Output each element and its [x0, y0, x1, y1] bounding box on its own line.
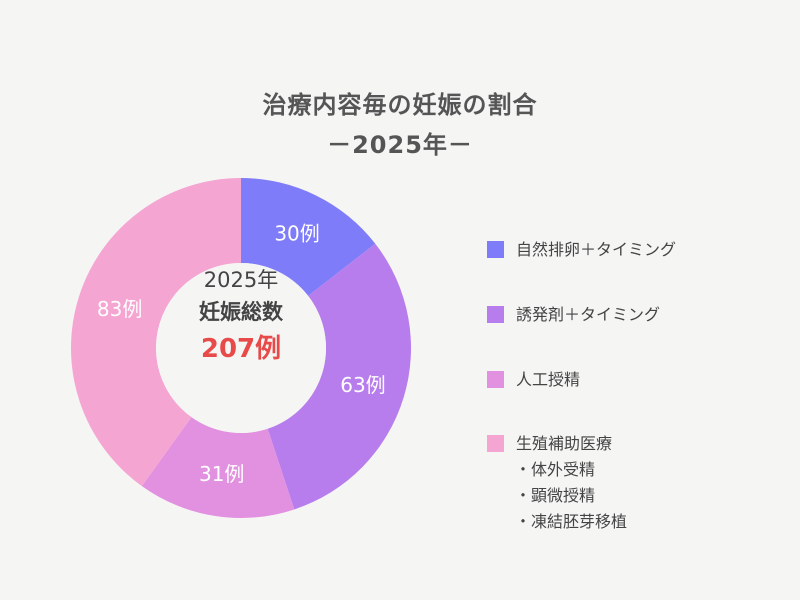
- legend-swatch: [487, 306, 504, 323]
- slice-value-label: 31例: [199, 462, 244, 486]
- donut-slice: [241, 178, 376, 296]
- legend-swatch: [487, 371, 504, 388]
- center-label: 妊娠総数: [199, 300, 283, 324]
- slice-value-label: 30例: [274, 221, 319, 245]
- donut-slice: [267, 243, 411, 510]
- legend-label: 人工授精: [516, 370, 581, 389]
- legend-label: 生殖補助医療: [516, 434, 613, 453]
- legend-swatch: [487, 241, 504, 258]
- legend-swatch: [487, 435, 504, 452]
- legend-sub-item: ・顕微授精: [515, 486, 596, 505]
- chart-title: 治療内容毎の妊娠の割合: [262, 91, 538, 119]
- donut-slice: [141, 417, 295, 518]
- donut-center: 2025年 妊娠総数 207例: [155, 265, 327, 369]
- legend-sub-item: ・凍結胚芽移植: [515, 512, 628, 531]
- donut-slice: [71, 178, 242, 487]
- donut-hole: [156, 263, 326, 433]
- center-year: 2025年: [203, 268, 279, 292]
- slice-value-label: 83例: [97, 297, 142, 321]
- legend-label: 誘発剤＋タイミング: [516, 305, 661, 324]
- legend-sub-item: ・体外受精: [515, 460, 596, 479]
- chart-subtitle: －2025年－: [327, 131, 473, 159]
- slice-value-label: 63例: [340, 373, 385, 397]
- legend-label: 自然排卵＋タイミング: [516, 240, 677, 259]
- center-total: 207例: [200, 334, 282, 364]
